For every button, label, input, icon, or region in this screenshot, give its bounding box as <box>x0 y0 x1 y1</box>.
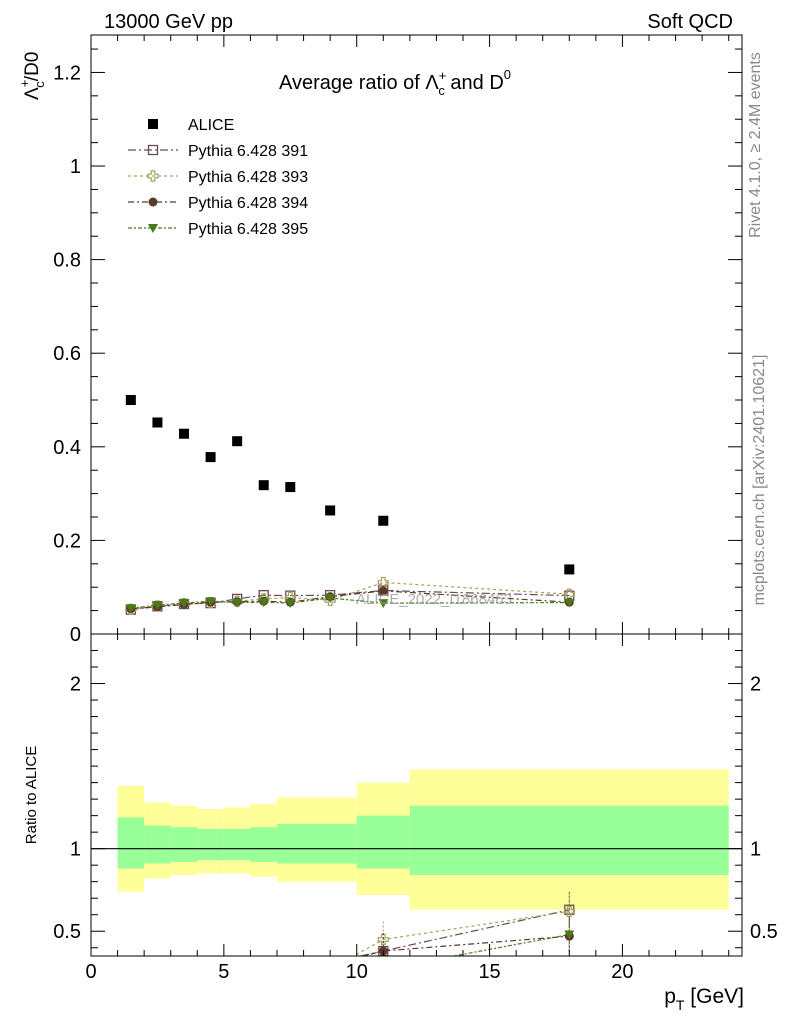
rivet-version-label: Rivet 4.1.0, ≥ 2.4M events <box>747 52 764 238</box>
ratio-plot-panel: 0.5 0.51 12 20 5 10 15 20 Ratio to ALICE pT [Ge… <box>23 633 778 1013</box>
data-point-alice <box>179 428 189 439</box>
x-tick-label: 10 <box>346 961 368 983</box>
legend-marker-p391 <box>147 144 159 156</box>
uncertainty-band-inner <box>170 827 198 862</box>
ratio-y-axis-label: Ratio to ALICE <box>23 746 40 844</box>
data-point-alice <box>258 480 269 491</box>
ratio-plot-frame <box>90 633 743 957</box>
mcplots-label: mcplots.cern.ch [arXiv:2401.10621] <box>751 355 768 606</box>
ratio-y-tick-label-right: 0.5 <box>750 921 778 943</box>
data-point-alice <box>564 564 575 575</box>
legend-label-p393: Pythia 6.428 393 <box>188 169 308 186</box>
legend-marker-p393 <box>147 170 159 182</box>
uncertainty-band-inner <box>144 825 171 864</box>
main-plot-ticks: 0 0.2 0.4 0.6 0.8 1 1.2 <box>53 35 742 646</box>
legend-marker-p395 <box>148 224 158 233</box>
ratio-y-tick-label: 1 <box>70 839 81 861</box>
y-tick-label: 0.6 <box>53 343 81 365</box>
analysis-watermark: ALICE_2022_I1868463 <box>356 591 512 608</box>
uncertainty-band-inner <box>277 823 357 864</box>
data-point-alice <box>205 452 216 463</box>
data-point-p395 <box>232 598 243 608</box>
y-tick-label: 1 <box>70 156 81 178</box>
data-point-alice <box>125 395 136 406</box>
ratio-point-p395 <box>564 930 575 940</box>
data-point-p395 <box>564 598 575 608</box>
uncertainty-band-inner <box>409 805 729 876</box>
x-axis-label: pT [GeV] <box>664 985 744 1013</box>
legend-label-p395: Pythia 6.428 395 <box>188 221 308 238</box>
y-tick-label: 0.8 <box>53 250 81 272</box>
data-point-alice <box>325 505 336 516</box>
data-point-p394 <box>378 586 388 596</box>
y-tick-label: 0.4 <box>53 437 81 459</box>
y-tick-label: 0 <box>70 624 81 646</box>
data-point-alice <box>232 436 243 447</box>
ratio-point-p393 <box>563 905 575 918</box>
main-plot-marks <box>125 395 575 615</box>
data-point-p395 <box>205 597 216 607</box>
uncertainty-band-inner <box>356 815 410 869</box>
data-point-p395 <box>258 598 269 608</box>
main-plot-panel: 0 0.2 0.4 0.6 0.8 1 1.2 Average ratio of Λ+ c a… <box>17 34 743 646</box>
uncertainty-band-inner <box>223 828 251 861</box>
series-line-p394 <box>130 590 570 610</box>
legend-label-p394: Pythia 6.428 394 <box>188 195 308 212</box>
ratio-y-tick-label: 2 <box>70 674 81 696</box>
data-point-alice <box>378 515 389 526</box>
data-point-alice <box>152 417 163 428</box>
uncertainty-band-inner <box>250 827 277 862</box>
uncertainty-band-inner <box>197 828 224 861</box>
legend-marker-alice <box>148 119 158 129</box>
header-energy-label: 13000 GeV pp <box>104 11 233 33</box>
data-point-p395 <box>285 599 296 609</box>
plot-title: Average ratio of Λ+ c and D0 <box>279 67 511 98</box>
ratio-y-tick-label-right: 1 <box>750 839 761 861</box>
data-point-p395 <box>125 604 136 614</box>
uncertainty-band-inner <box>117 817 145 869</box>
legend-marker-p394 <box>148 197 158 207</box>
data-point-p395 <box>152 600 163 610</box>
ratio-point-p393 <box>377 933 389 946</box>
series-line-p391 <box>130 589 570 611</box>
y-tick-label: 0.2 <box>53 530 81 552</box>
x-tick-label: 5 <box>218 961 229 983</box>
ratio-line-p393 <box>352 910 570 956</box>
ratio-y-tick-label: 0.5 <box>53 921 81 943</box>
ratio-line-p391 <box>357 909 570 956</box>
legend: ALICE Pythia 6.428 391 Pythia 6.428 393 Pyt… <box>128 117 308 238</box>
y-tick-label: 1.2 <box>53 62 81 84</box>
legend-label-alice: ALICE <box>188 117 234 134</box>
data-point-p395 <box>325 593 336 603</box>
main-y-axis-label: Λ+c/D0 <box>17 52 47 100</box>
ratio-plot-ticks: 0.5 0.51 12 20 5 10 15 20 <box>53 634 778 983</box>
x-tick-label: 0 <box>85 961 96 983</box>
ratio-plot-marks <box>91 769 742 956</box>
x-tick-label: 15 <box>478 961 500 983</box>
ratio-y-tick-label-right: 2 <box>750 674 761 696</box>
legend-label-p391: Pythia 6.428 391 <box>188 143 308 160</box>
data-point-alice <box>285 482 296 493</box>
header-category-label: Soft QCD <box>647 11 733 33</box>
data-point-p395 <box>179 599 189 609</box>
data-point-p395 <box>378 599 389 609</box>
x-tick-label: 20 <box>611 961 633 983</box>
series-line-p395 <box>130 597 570 609</box>
